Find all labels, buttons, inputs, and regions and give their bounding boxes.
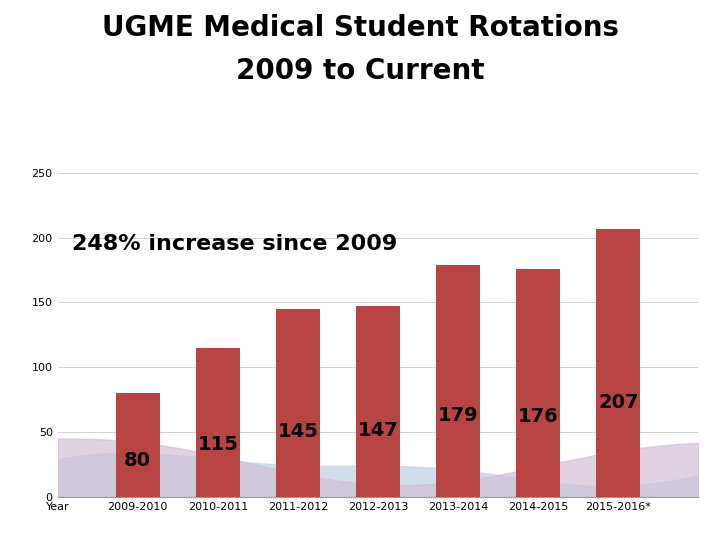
Bar [356,306,400,497]
Bar [116,393,160,497]
Bar [436,265,480,497]
Text: UGME Medical Student Rotations: UGME Medical Student Rotations [102,14,618,42]
Bar [596,228,640,497]
Bar [276,309,320,497]
Text: 80: 80 [124,451,151,470]
Text: 147: 147 [358,421,398,440]
Text: 2009 to Current: 2009 to Current [235,57,485,85]
Bar [516,269,560,497]
Text: 145: 145 [277,422,318,441]
Bar [196,348,240,497]
Text: 115: 115 [197,435,238,454]
Text: 248% increase since 2009: 248% increase since 2009 [72,234,397,254]
Text: 207: 207 [598,394,639,413]
Text: 176: 176 [518,408,559,427]
Text: 179: 179 [438,406,478,425]
